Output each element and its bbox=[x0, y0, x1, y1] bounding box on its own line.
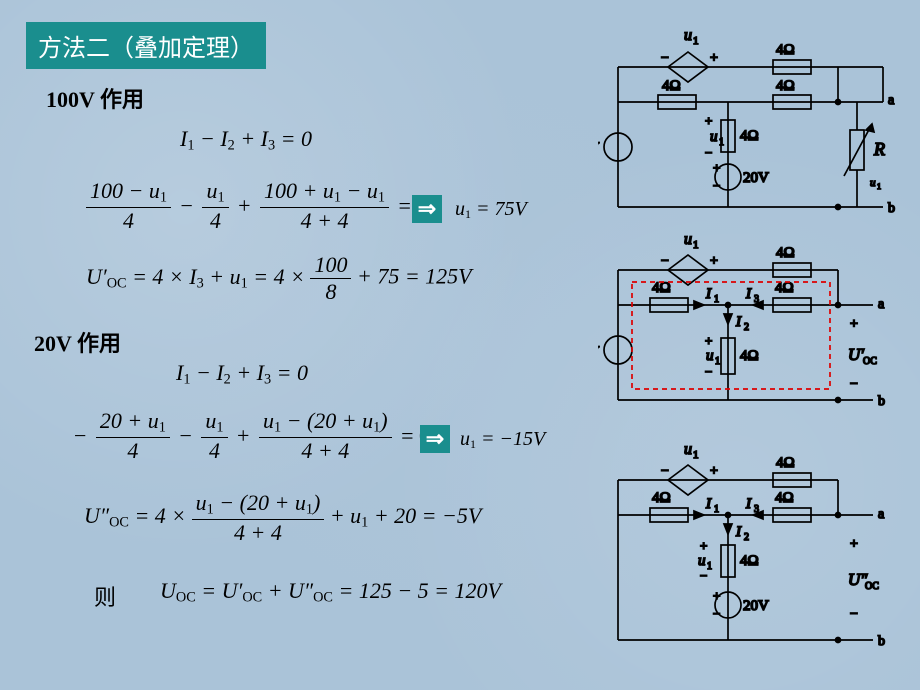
svg-text:a: a bbox=[878, 297, 885, 312]
svg-text:100V: 100V bbox=[598, 140, 600, 156]
svg-text:3: 3 bbox=[754, 294, 759, 305]
svg-text:−: − bbox=[713, 606, 720, 621]
svg-text:4Ω: 4Ω bbox=[776, 42, 795, 58]
svg-text:I: I bbox=[705, 286, 712, 302]
svg-text:+: + bbox=[713, 160, 720, 175]
svg-text:4Ω: 4Ω bbox=[652, 490, 671, 506]
svg-text:20V: 20V bbox=[743, 170, 769, 186]
implies-icon: ⇒ bbox=[412, 195, 442, 223]
slide-title: 方法二（叠加定理） bbox=[26, 22, 266, 69]
svg-text:OC: OC bbox=[863, 356, 877, 367]
svg-text:3: 3 bbox=[754, 504, 759, 515]
svg-text:−: − bbox=[700, 568, 707, 583]
svg-text:+: + bbox=[705, 333, 712, 348]
svg-text:−: − bbox=[850, 377, 858, 392]
svg-text:4Ω: 4Ω bbox=[776, 78, 795, 94]
svg-text:1: 1 bbox=[693, 449, 699, 461]
svg-text:4Ω: 4Ω bbox=[740, 348, 759, 364]
svg-text:u: u bbox=[684, 231, 692, 248]
svg-text:u: u bbox=[870, 177, 876, 189]
circuit-3: −+ u1 4Ω 4Ω 4Ω I1 I3 I2 4Ω + u1 − +− 20V… bbox=[598, 440, 908, 660]
result2: u1 = −15V bbox=[460, 428, 545, 452]
svg-text:I: I bbox=[745, 496, 752, 512]
svg-text:1: 1 bbox=[707, 561, 712, 572]
svg-text:b: b bbox=[878, 394, 885, 409]
eq4: I1 − I2 + I3 = 0 bbox=[176, 360, 308, 389]
svg-text:20V: 20V bbox=[743, 598, 769, 614]
section2-title: 20V 作用 bbox=[34, 326, 121, 358]
svg-text:u: u bbox=[684, 441, 692, 458]
svg-text:1: 1 bbox=[714, 294, 719, 305]
svg-text:4Ω: 4Ω bbox=[776, 455, 795, 471]
circuit-1: − + u 1 4Ω 4Ω 4Ω a +− 100V 4Ω + u1 − +− … bbox=[598, 22, 908, 222]
svg-text:b: b bbox=[888, 201, 895, 216]
svg-text:u: u bbox=[684, 27, 692, 44]
svg-text:+: + bbox=[850, 317, 858, 332]
svg-text:4Ω: 4Ω bbox=[662, 78, 681, 94]
svg-text:1: 1 bbox=[719, 137, 724, 148]
svg-text:4Ω: 4Ω bbox=[740, 128, 759, 144]
then-label: 则 bbox=[94, 580, 116, 612]
svg-text:1: 1 bbox=[714, 504, 719, 515]
svg-text:a: a bbox=[888, 93, 895, 108]
section1-title: 100V 作用 bbox=[46, 82, 144, 114]
svg-text:2: 2 bbox=[744, 532, 749, 543]
svg-text:1: 1 bbox=[693, 239, 699, 251]
svg-text:R: R bbox=[873, 139, 885, 159]
eq6: U″OC = 4 × u1 − (20 + u1)4 + 4 + u1 + 20… bbox=[84, 490, 481, 546]
svg-text:+: + bbox=[710, 254, 718, 269]
circuit-2: −+ u1 4Ω 4Ω 4Ω I1 I3 I2 4Ω + u1 − +− 100… bbox=[598, 230, 908, 430]
svg-text:−: − bbox=[661, 51, 669, 66]
svg-text:−: − bbox=[850, 607, 858, 622]
svg-text:−: − bbox=[705, 145, 712, 160]
result1: u1 = 75V bbox=[455, 198, 527, 222]
eq1: I1 − I2 + I3 = 0 bbox=[180, 126, 312, 155]
svg-text:−: − bbox=[713, 178, 720, 193]
svg-text:I: I bbox=[745, 286, 752, 302]
svg-text:+: + bbox=[700, 538, 707, 553]
svg-text:u: u bbox=[706, 348, 714, 364]
svg-text:+: + bbox=[710, 51, 718, 66]
eq5: − 20 + u14 − u14 + u1 − (20 + u1)4 + 4 =… bbox=[70, 408, 434, 464]
svg-text:+: + bbox=[710, 464, 718, 479]
svg-text:I: I bbox=[705, 496, 712, 512]
svg-text:u: u bbox=[710, 129, 718, 145]
svg-text:−: − bbox=[661, 254, 669, 269]
svg-text:−: − bbox=[661, 464, 669, 479]
svg-text:1: 1 bbox=[693, 35, 699, 47]
svg-text:4Ω: 4Ω bbox=[776, 245, 795, 261]
svg-text:a: a bbox=[878, 507, 885, 522]
svg-text:+: + bbox=[713, 588, 720, 603]
svg-text:+: + bbox=[850, 537, 858, 552]
svg-text:I: I bbox=[735, 524, 742, 540]
svg-text:OC: OC bbox=[865, 581, 879, 592]
svg-text:−: − bbox=[705, 364, 712, 379]
eq2: 100 − u14 − u14 + 100 + u1 − u14 + 4 = 0 bbox=[86, 178, 431, 234]
implies-icon-2: ⇒ bbox=[420, 425, 450, 453]
svg-text:U′: U′ bbox=[848, 345, 864, 364]
svg-text:1: 1 bbox=[877, 182, 881, 191]
svg-text:+: + bbox=[705, 113, 712, 128]
eq7: UOC = U′OC + U″OC = 125 − 5 = 120V bbox=[160, 578, 501, 607]
svg-text:b: b bbox=[878, 634, 885, 649]
svg-text:4Ω: 4Ω bbox=[775, 490, 794, 506]
svg-text:4Ω: 4Ω bbox=[740, 553, 759, 569]
svg-text:I: I bbox=[735, 314, 742, 330]
svg-text:u: u bbox=[698, 553, 706, 569]
svg-text:1: 1 bbox=[715, 356, 720, 367]
svg-text:2: 2 bbox=[744, 322, 749, 333]
eq3: U′OC = 4 × I3 + u1 = 4 × 1008 + 75 = 125… bbox=[86, 252, 472, 305]
svg-text:100V: 100V bbox=[598, 344, 600, 360]
